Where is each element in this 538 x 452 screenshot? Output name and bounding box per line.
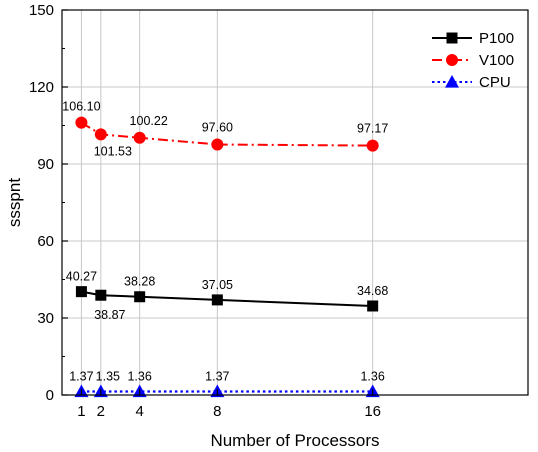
legend-marker-v100	[446, 54, 458, 66]
data-label-v100: 97.60	[202, 120, 233, 134]
y-axis-title: ssspnt	[5, 178, 24, 227]
series-line-p100	[81, 290, 373, 307]
series-layer	[74, 116, 380, 398]
data-labels: 40.27 38.87 38.28 37.05 34.68 106.10 101.53 100…	[62, 100, 388, 384]
data-point-p100	[75, 286, 87, 298]
legend-label-cpu: CPU	[479, 74, 511, 91]
data-point-p100	[95, 289, 107, 301]
x-tick-label: 16	[364, 403, 381, 420]
legend-label-p100: P100	[479, 30, 514, 47]
data-point-v100	[366, 139, 379, 152]
legend-marker-cpu	[445, 75, 459, 88]
legend-label-v100: V100	[479, 52, 514, 69]
x-tick-label: 2	[97, 403, 105, 420]
plot-frame	[61, 9, 529, 396]
legend: P100 V100 CPU	[432, 30, 514, 91]
x-axis-title: Number of Processors	[210, 431, 379, 450]
data-label-p100: 34.68	[357, 284, 388, 298]
legend-marker-p100	[446, 32, 458, 44]
data-label-cpu: 1.37	[69, 369, 93, 383]
grid-lines	[62, 10, 528, 395]
data-label-v100: 106.10	[62, 100, 100, 114]
data-point-p100	[134, 291, 146, 303]
y-tick-label: 60	[37, 233, 54, 250]
data-point-p100	[211, 294, 223, 306]
y-tick-label: 0	[46, 387, 54, 404]
x-tick-label: 8	[213, 403, 221, 420]
data-point-v100	[94, 128, 107, 141]
data-label-p100: 40.27	[66, 270, 97, 284]
y-tick-label: 90	[37, 156, 54, 173]
data-label-v100: 97.17	[357, 122, 388, 136]
data-label-p100: 38.28	[124, 275, 155, 289]
data-label-v100: 101.53	[94, 144, 132, 158]
data-point-v100	[133, 131, 146, 144]
data-label-cpu: 1.35	[96, 370, 120, 384]
data-label-v100: 100.22	[130, 114, 168, 128]
data-label-p100: 38.87	[94, 308, 125, 322]
data-label-p100: 37.05	[202, 278, 233, 292]
y-tick-label: 150	[29, 2, 54, 19]
x-tick-label: 1	[77, 403, 85, 420]
y-tick-label: 30	[37, 310, 54, 327]
data-point-v100	[75, 116, 88, 129]
axis-ticks: 0 30 60 90 120 150 1 2 4 8 16	[29, 2, 381, 420]
data-label-cpu: 1.36	[360, 370, 384, 384]
y-tick-label: 120	[29, 79, 54, 96]
data-label-cpu: 1.36	[127, 370, 151, 384]
data-point-p100	[367, 300, 379, 312]
data-point-v100	[211, 138, 224, 151]
data-label-cpu: 1.37	[205, 369, 229, 383]
x-tick-label: 4	[135, 403, 143, 420]
